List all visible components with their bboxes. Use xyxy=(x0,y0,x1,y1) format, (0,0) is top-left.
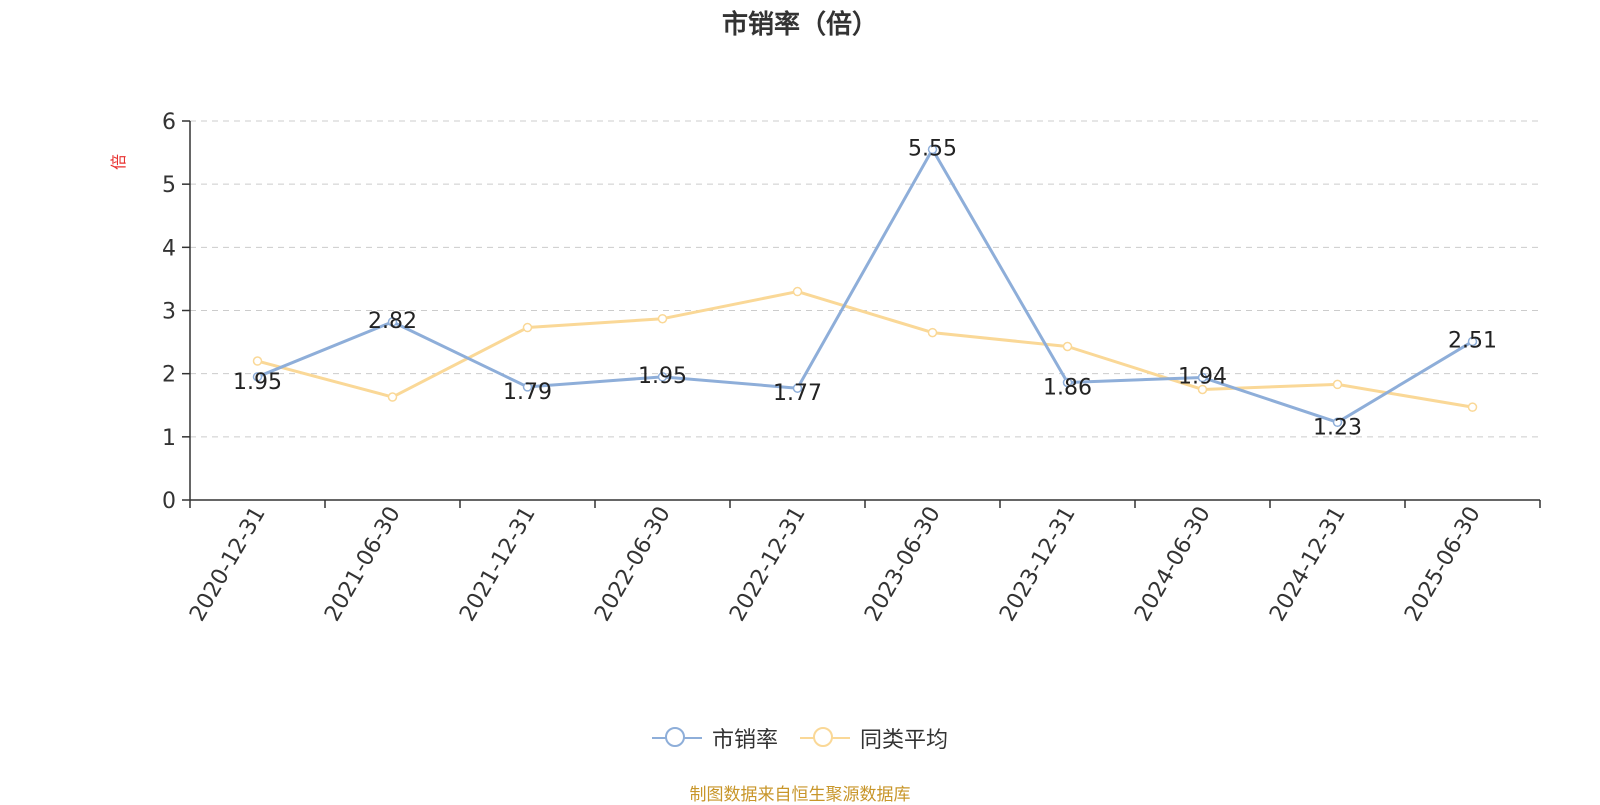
y-tick-label: 4 xyxy=(162,236,176,261)
point-main xyxy=(252,372,263,382)
data-label: 1.23 xyxy=(1313,415,1362,440)
point-average xyxy=(1197,384,1208,395)
point-average xyxy=(252,356,263,366)
x-tick-label: 2024-12-31 xyxy=(1265,503,1351,626)
legend-label-main: 市销率 xyxy=(711,728,778,753)
series-line-main xyxy=(256,147,1474,424)
data-label: 2.82 xyxy=(368,309,417,334)
legend-item-average[interactable]: 同类平均 xyxy=(800,722,948,754)
point-average xyxy=(522,322,533,333)
x-tick-label: 2023-12-31 xyxy=(995,503,1081,626)
x-tick-label: 2021-06-30 xyxy=(320,503,406,626)
x-tick-label: 2024-06-30 xyxy=(1130,503,1216,626)
legend-average-icon xyxy=(800,726,850,750)
point-average xyxy=(1332,379,1343,390)
legend: 市销率 同类平均 xyxy=(0,722,1600,754)
point-main xyxy=(1197,372,1208,383)
point-average xyxy=(657,313,668,324)
data-label: 1.79 xyxy=(503,380,552,405)
point-average xyxy=(792,286,803,297)
y-axis-label: 倍 xyxy=(109,154,128,170)
x-tick-label: 2021-12-31 xyxy=(455,503,541,626)
point-average xyxy=(1467,402,1478,412)
y-tick-label: 5 xyxy=(162,173,176,198)
x-tick-label: 2022-12-31 xyxy=(725,503,811,626)
legend-item-main[interactable]: 市销率 xyxy=(651,722,778,754)
point-main xyxy=(1062,377,1073,388)
point-main xyxy=(657,372,668,382)
point-average xyxy=(387,392,398,402)
y-tick-label: 6 xyxy=(162,110,176,135)
data-label: 5.55 xyxy=(908,136,957,161)
legend-main-icon xyxy=(651,726,702,750)
point-average xyxy=(1062,341,1073,352)
data-label: 2.51 xyxy=(1448,328,1497,353)
point-main xyxy=(1332,417,1343,428)
data-label: 1.95 xyxy=(233,370,282,395)
source-note: 制图数据来自恒生聚源数据库 xyxy=(689,785,911,805)
x-tick-label: 2022-06-30 xyxy=(590,503,676,626)
data-label: 1.94 xyxy=(1178,364,1227,389)
point-main xyxy=(387,317,398,327)
point-main xyxy=(1467,336,1478,347)
legend-label-average: 同类平均 xyxy=(860,728,949,753)
chart-title: 市销率（倍） xyxy=(721,10,878,40)
x-tick-label: 2025-06-30 xyxy=(1400,503,1486,626)
point-main xyxy=(927,144,938,155)
x-tick-label: 2020-12-31 xyxy=(185,503,271,626)
point-main xyxy=(792,383,803,393)
y-tick-label: 3 xyxy=(162,300,176,325)
point-main xyxy=(522,382,533,392)
series-line-average xyxy=(257,290,1473,409)
data-label: 1.86 xyxy=(1043,376,1092,401)
y-tick-label: 0 xyxy=(162,489,176,514)
x-tick-label: 2023-06-30 xyxy=(860,503,946,626)
data-label: 1.95 xyxy=(638,364,687,389)
y-tick-label: 2 xyxy=(162,363,176,388)
data-label: 1.77 xyxy=(773,381,822,406)
y-tick-label: 1 xyxy=(162,426,176,451)
point-average xyxy=(927,327,938,338)
